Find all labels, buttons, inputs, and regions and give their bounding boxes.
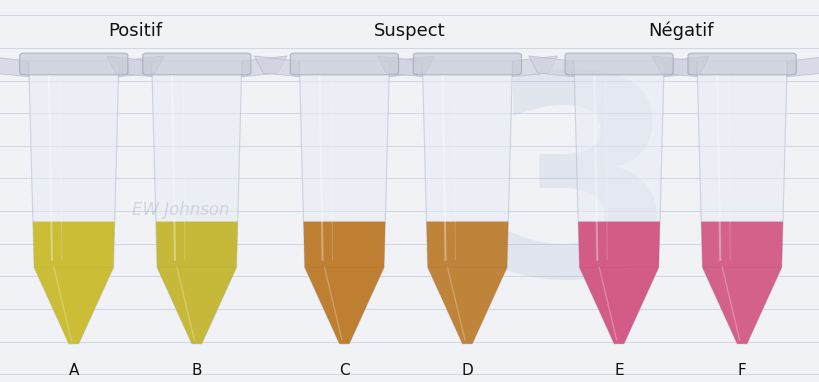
Polygon shape: [156, 222, 238, 344]
FancyBboxPatch shape: [20, 53, 128, 75]
Polygon shape: [426, 222, 508, 344]
FancyBboxPatch shape: [290, 53, 398, 75]
Polygon shape: [377, 56, 422, 77]
Polygon shape: [700, 222, 782, 344]
Polygon shape: [577, 222, 659, 344]
Polygon shape: [702, 267, 781, 344]
Polygon shape: [428, 267, 506, 344]
Polygon shape: [119, 56, 164, 77]
Polygon shape: [106, 56, 152, 77]
Polygon shape: [157, 267, 236, 344]
Polygon shape: [663, 56, 708, 77]
FancyBboxPatch shape: [413, 53, 521, 75]
Polygon shape: [34, 267, 113, 344]
Text: A: A: [69, 363, 79, 378]
Polygon shape: [305, 267, 383, 344]
Text: Positif: Positif: [108, 21, 162, 40]
Text: Négatif: Négatif: [647, 21, 713, 40]
FancyBboxPatch shape: [564, 53, 672, 75]
Polygon shape: [573, 61, 663, 267]
Polygon shape: [528, 56, 573, 77]
Polygon shape: [579, 267, 658, 344]
Polygon shape: [29, 61, 119, 267]
Polygon shape: [303, 222, 385, 344]
Text: Suspect: Suspect: [373, 21, 446, 40]
Text: 3: 3: [485, 64, 678, 333]
Polygon shape: [651, 56, 696, 77]
Polygon shape: [389, 56, 434, 77]
Text: F: F: [737, 363, 745, 378]
Polygon shape: [512, 56, 557, 77]
Text: EW Johnson: EW Johnson: [132, 201, 229, 219]
Polygon shape: [33, 222, 115, 344]
Polygon shape: [299, 61, 389, 267]
Text: D: D: [461, 363, 473, 378]
Polygon shape: [242, 56, 287, 77]
Polygon shape: [696, 61, 786, 267]
Polygon shape: [0, 56, 29, 77]
Text: C: C: [339, 363, 349, 378]
Text: E: E: [613, 363, 623, 378]
Polygon shape: [152, 61, 242, 267]
Polygon shape: [422, 61, 512, 267]
Polygon shape: [254, 56, 299, 77]
Text: B: B: [192, 363, 201, 378]
Polygon shape: [786, 56, 819, 77]
FancyBboxPatch shape: [687, 53, 795, 75]
FancyBboxPatch shape: [143, 53, 251, 75]
